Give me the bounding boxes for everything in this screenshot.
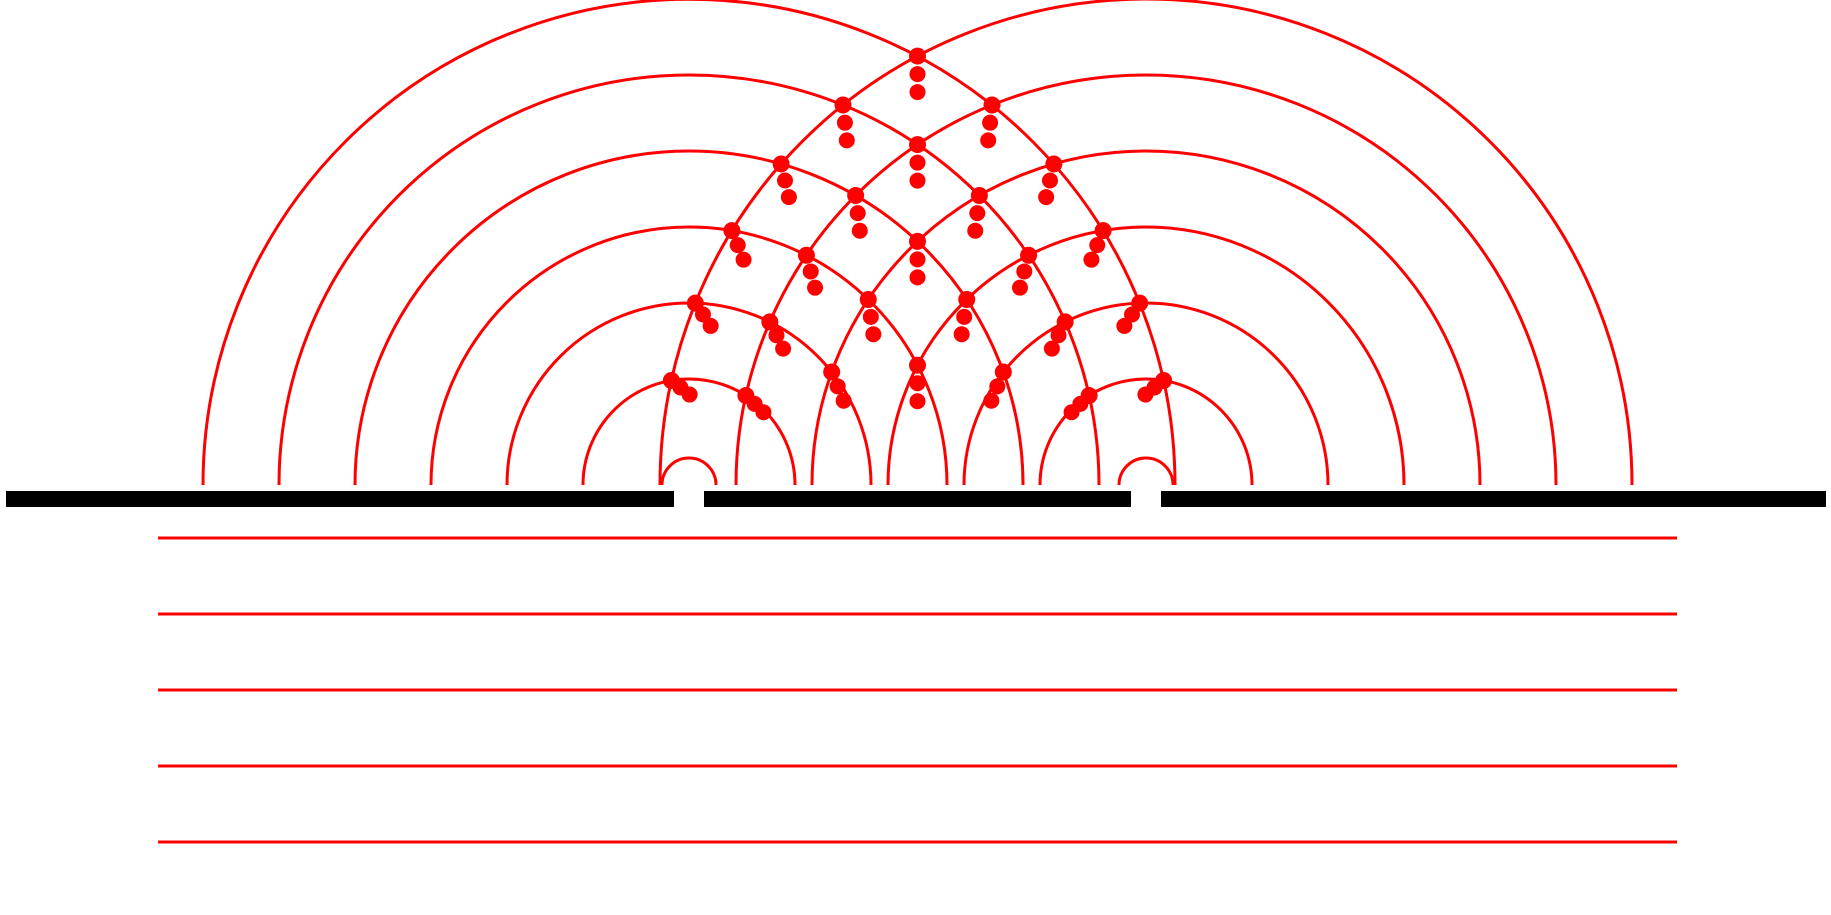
interference-point [829, 378, 846, 395]
interference-point [958, 290, 976, 308]
diffracted-wavefront [886, 225, 1406, 486]
interference-point [1041, 172, 1058, 189]
interference-point [970, 187, 988, 205]
interference-point [994, 363, 1012, 381]
interference-point [1094, 222, 1112, 240]
interference-point [694, 306, 711, 323]
interference-point [681, 386, 698, 403]
interference-point [851, 222, 868, 239]
diffracted-wavefront [1117, 456, 1175, 486]
interference-point [909, 232, 926, 250]
interference-point [1137, 386, 1154, 403]
barrier-segment-left [6, 491, 674, 507]
interference-point [797, 246, 815, 264]
incident-wavefronts [158, 536, 1677, 844]
interference-point [838, 132, 855, 149]
diffracted-wavefront [201, 0, 1177, 486]
interference-point [909, 136, 926, 154]
interference-point [1063, 404, 1080, 421]
interference-point [847, 187, 865, 205]
interference-point [989, 378, 1006, 395]
interference-point [775, 340, 792, 357]
interference-point [761, 313, 779, 331]
interference-point [1056, 313, 1074, 331]
interference-point [1038, 189, 1055, 206]
interference-point [1043, 340, 1060, 357]
interference-point [909, 66, 926, 83]
interference-point [1020, 246, 1038, 264]
interference-point [1116, 317, 1133, 334]
interference-point [1083, 251, 1100, 268]
interference-point [1124, 306, 1141, 323]
interference-point [802, 263, 819, 280]
interference-point [768, 327, 785, 344]
barrier-segment-middle [704, 491, 1131, 507]
diffracted-wavefront [581, 377, 797, 486]
interference-point [777, 172, 794, 189]
interference-point [1089, 237, 1106, 254]
interference-point [909, 251, 926, 268]
interference-point [1016, 263, 1033, 280]
interference-point [723, 222, 741, 240]
interference-point [967, 222, 984, 239]
interference-point [859, 290, 877, 308]
interference-point [780, 189, 797, 206]
interference-point [909, 172, 926, 189]
interference-point [909, 269, 926, 286]
interference-point [909, 84, 926, 101]
interference-point [909, 393, 926, 410]
interference-point [980, 132, 997, 149]
interference-point [1045, 155, 1063, 173]
barrier-segment-right [1161, 491, 1826, 507]
interference-point [909, 154, 926, 171]
interference-point [836, 114, 853, 131]
interference-point [807, 279, 824, 296]
interference-point [983, 392, 1000, 409]
interference-point [702, 317, 719, 334]
interference-point [849, 205, 866, 222]
diffracted-wavefront [660, 456, 718, 486]
interference-point [735, 251, 752, 268]
interference-point [982, 114, 999, 131]
diffracted-wavefront [734, 73, 1558, 486]
interference-point [862, 308, 879, 325]
interference-point [1011, 279, 1028, 296]
interference-point [729, 237, 746, 254]
interference-point [865, 326, 882, 343]
interference-point [909, 356, 926, 374]
interference-point [834, 96, 852, 114]
interference-point [983, 96, 1001, 114]
interference-point [956, 308, 973, 325]
interference-point [969, 205, 986, 222]
diffracted-wavefront [810, 149, 1482, 486]
diffracted-wavefront [658, 0, 1634, 486]
diffracted-wavefront [277, 73, 1101, 486]
interference-point [772, 155, 790, 173]
interference-point [755, 404, 772, 421]
diffracted-wavefront [353, 149, 1025, 486]
interference-point [823, 363, 841, 381]
interference-point [1050, 327, 1067, 344]
constructive-interference-points [662, 47, 1173, 421]
interference-point [909, 375, 926, 392]
diffracted-wavefront [429, 225, 949, 486]
slit-barrier [6, 491, 1826, 507]
interference-point [835, 392, 852, 409]
interference-point [909, 47, 926, 65]
interference-point [953, 326, 970, 343]
diffracted-wavefront [1038, 377, 1254, 486]
